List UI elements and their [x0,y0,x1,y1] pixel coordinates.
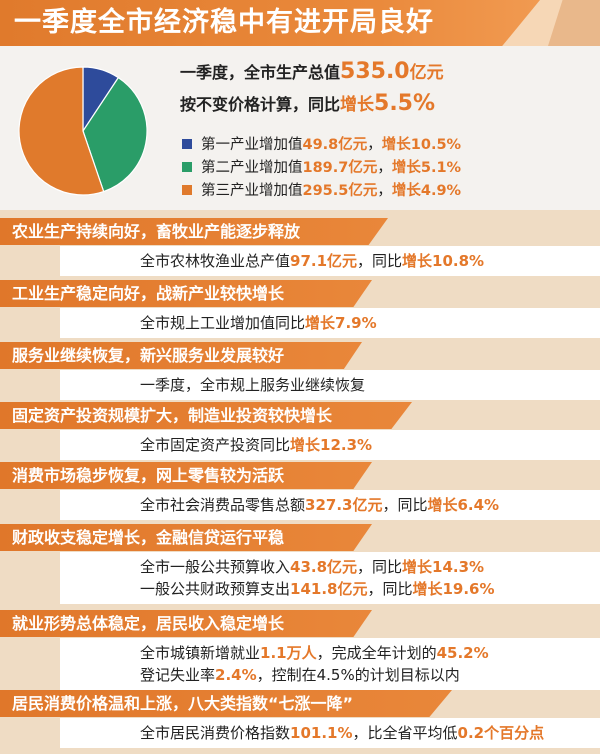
section-text: 全市城镇新增就业 [140,644,261,662]
section-text: 全市一般公共预算收入 [140,558,291,576]
section-line: 全市城镇新增就业1.1万人，完成全年计划的45.2% [140,642,600,664]
section-text: 登记失业率 [140,666,216,684]
highlight-value: 增长19.6% [412,580,495,598]
legend-separator: ， [377,183,392,199]
section-text: 一季度，全市规上服务业继续恢复 [140,376,366,394]
section-body: 全市社会消费品零售总额327.3亿元，同比增长6.4% [60,490,600,520]
section-body: 一季度，全市规上服务业继续恢复 [60,370,600,400]
legend-item-secondary: 第二产业增加值 189.7亿元，增长5.1% [182,155,461,178]
legend-value: 49.8亿元 [302,137,368,153]
industry-pie-chart [18,66,148,196]
legend-label: 第一产业增加值 [201,137,303,153]
section-title: 就业形势总体稳定，居民收入稳定增长 [0,610,372,637]
gdp-total-prefix: 一季度，全市生产总值 [180,63,341,82]
legend-swatch [182,161,192,172]
highlight-value: 增长14.3% [402,558,485,576]
section-text: 一般公共财政预算支出 [140,580,291,598]
section-title: 服务业继续恢复，新兴服务业发展较好 [0,342,362,369]
section-line: 全市固定资产投资同比增长12.3% [140,434,600,456]
section-line: 全市社会消费品零售总额327.3亿元，同比增长6.4% [140,494,600,516]
section-body: 全市规上工业增加值同比增长7.9% [60,308,600,338]
highlight-value: 2.4% [215,666,257,684]
legend-growth: 增长5.1% [391,160,462,176]
section-body: 全市城镇新增就业1.1万人，完成全年计划的45.2% 登记失业率2.4%，控制在4… [60,638,600,690]
page-title: 一季度全市经济稳中有进开局良好 [0,0,540,46]
gdp-summary-panel: 一季度，全市生产总值535.0亿元 按不变价格计算，同比增长5.5% 第一产业增… [0,46,600,210]
section-title: 居民消费价格温和上涨，八大类指数“七涨一降” [0,690,452,717]
pie-legend: 第一产业增加值 49.8亿元，增长10.5% 第二产业增加值 189.7亿元，增长5… [182,132,461,201]
legend-label: 第三产业增加值 [201,183,303,199]
highlight-value: 43.8亿元 [290,558,358,576]
highlight-value: 141.8亿元 [290,580,368,598]
pie-slice-secondary [82,76,148,193]
legend-value: 295.5亿元 [302,183,378,199]
gdp-growth-value: 5.5% [374,91,436,116]
legend-item-primary: 第一产业增加值 49.8亿元，增长10.5% [182,132,461,155]
gdp-growth-label: 增长 [340,95,375,115]
section-text: ，比全省平均低 [352,724,458,742]
legend-growth: 增长4.9% [391,183,462,199]
section-text: ，同比 [357,558,403,576]
section-text: ，控制在4.5%的计划目标以内 [256,666,460,684]
legend-label: 第二产业增加值 [201,160,303,176]
section-text: 全市居民消费价格指数 [140,724,291,742]
section-text: 全市规上工业增加值同比 [140,314,306,332]
gdp-growth-prefix: 按不变价格计算，同比 [180,95,341,114]
section-line: 全市一般公共预算收入43.8亿元，同比增长14.3% [140,556,600,578]
section-title: 工业生产稳定向好，战新产业较快增长 [0,280,372,307]
section-text: 全市农林牧渔业总产值 [140,252,291,270]
section-title: 农业生产持续向好，畜牧业产能逐步释放 [0,218,388,245]
section-text: 全市社会消费品零售总额 [140,496,306,514]
legend-swatch [182,184,192,195]
highlight-value: 增长7.9% [305,314,377,332]
section-line: 一般公共财政预算支出141.8亿元，同比增长19.6% [140,578,600,600]
highlight-value: 1.1万人 [260,644,317,662]
section-body: 全市居民消费价格指数101.1%，比全省平均低0.2个百分点 [60,718,600,748]
section-body: 全市农林牧渔业总产值97.1亿元，同比增长10.8% [60,246,600,276]
section-line: 全市居民消费价格指数101.1%，比全省平均低0.2个百分点 [140,722,600,744]
pie-slice-tertiary [18,66,105,196]
section-text: ，同比 [382,496,428,514]
gdp-total-value: 535.0 [340,59,410,84]
highlight-value: 0.2个百分点 [457,724,545,742]
legend-value: 189.7亿元 [302,160,378,176]
highlight-value: 增长12.3% [290,436,373,454]
gdp-growth-line: 按不变价格计算，同比增长5.5% [180,90,435,116]
gdp-total-line: 一季度，全市生产总值535.0亿元 [180,58,444,84]
legend-item-tertiary: 第三产业增加值 295.5亿元，增长4.9% [182,178,461,201]
section-line: 登记失业率2.4%，控制在4.5%的计划目标以内 [140,664,600,686]
section-text: ，完成全年计划的 [316,644,437,662]
section-text: 全市固定资产投资同比 [140,436,291,454]
gdp-total-unit: 亿元 [409,63,444,83]
legend-separator: ， [377,160,392,176]
section-text: ，同比 [367,580,413,598]
section-title: 财政收支稳定增长，金融信贷运行平稳 [0,524,372,551]
legend-swatch [182,138,192,149]
section-line: 全市规上工业增加值同比增长7.9% [140,312,600,334]
legend-growth: 增长10.5% [381,137,462,153]
highlight-value: 327.3亿元 [305,496,383,514]
section-body: 全市固定资产投资同比增长12.3% [60,430,600,460]
section-title: 固定资产投资规模扩大，制造业投资较快增长 [0,402,412,429]
section-text: ，同比 [357,252,403,270]
section-line: 一季度，全市规上服务业继续恢复 [140,374,600,396]
legend-separator: ， [367,137,382,153]
section-line: 全市农林牧渔业总产值97.1亿元，同比增长10.8% [140,250,600,272]
highlight-value: 增长10.8% [402,252,485,270]
section-title: 消费市场稳步恢复，网上零售较为活跃 [0,462,372,489]
section-body: 全市一般公共预算收入43.8亿元，同比增长14.3% 一般公共财政预算支出141.… [60,552,600,604]
highlight-value: 97.1亿元 [290,252,358,270]
highlight-value: 增长6.4% [427,496,500,514]
highlight-value: 101.1% [290,724,353,742]
highlight-value: 45.2% [436,644,489,662]
